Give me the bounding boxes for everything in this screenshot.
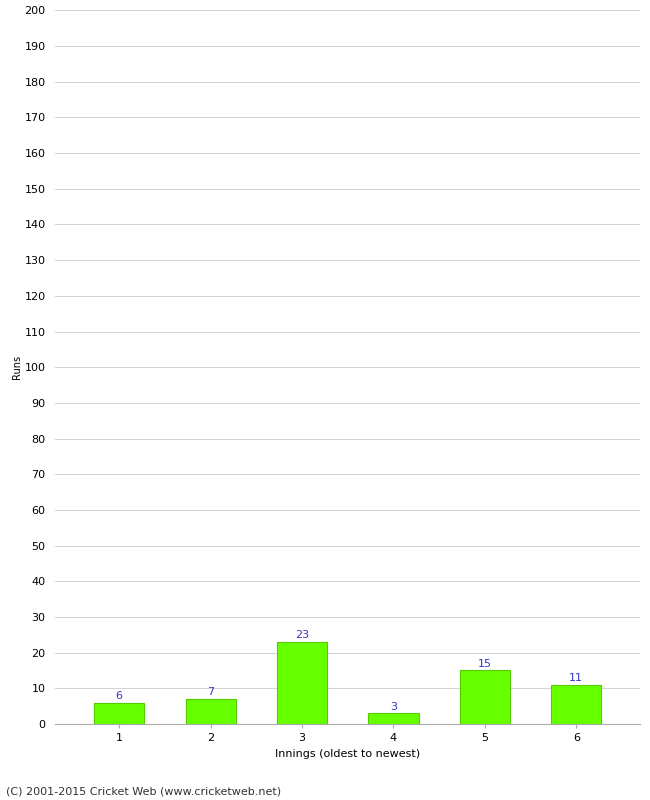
Bar xyxy=(551,685,601,724)
Text: 11: 11 xyxy=(569,673,583,683)
Text: 3: 3 xyxy=(390,702,397,711)
Text: (C) 2001-2015 Cricket Web (www.cricketweb.net): (C) 2001-2015 Cricket Web (www.cricketwe… xyxy=(6,786,281,796)
Text: 15: 15 xyxy=(478,658,492,669)
Text: 6: 6 xyxy=(116,691,123,701)
Bar xyxy=(369,714,419,724)
Bar xyxy=(185,699,236,724)
X-axis label: Innings (oldest to newest): Innings (oldest to newest) xyxy=(275,749,421,758)
Text: 23: 23 xyxy=(295,630,309,640)
Bar xyxy=(94,702,144,724)
Bar xyxy=(460,670,510,724)
Y-axis label: Runs: Runs xyxy=(12,355,21,379)
Text: 7: 7 xyxy=(207,687,214,698)
Bar xyxy=(277,642,327,724)
